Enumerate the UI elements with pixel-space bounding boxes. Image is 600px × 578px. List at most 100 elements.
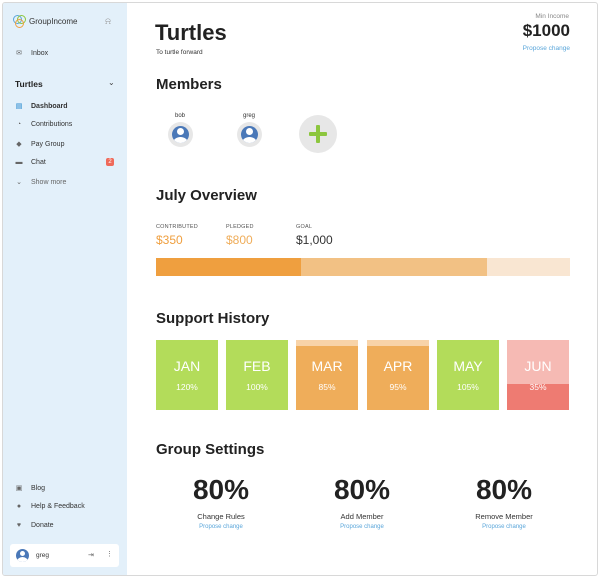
sidebar-item-label: Inbox [31, 49, 49, 57]
history-month-name: APR [383, 358, 413, 374]
sidebar-item-label: Help & Feedback [31, 503, 85, 510]
sidebar-item-label: Pay Group [31, 140, 65, 148]
min-income-propose-link[interactable]: Propose change [522, 45, 570, 52]
contributed-value: $350 [156, 233, 183, 247]
pledged-value: $800 [226, 233, 253, 247]
setting-value: 80% [475, 474, 533, 505]
members-heading: Members [156, 76, 222, 93]
history-month-apr: APR 95% [367, 340, 429, 410]
setting-propose-link[interactable]: Propose change [199, 524, 243, 530]
blog-icon: ▣ [15, 485, 23, 492]
history-month-level [367, 345, 429, 410]
member-greg[interactable]: greg [234, 113, 264, 147]
setting-propose-link[interactable]: Propose change [482, 524, 526, 530]
sidebar-item-inbox[interactable]: ✉ Inbox [15, 49, 49, 58]
goal-stat: GOAL $1,000 [296, 224, 333, 247]
pledged-stat: PLEDGED $800 [226, 224, 254, 247]
settings-heading: Group Settings [156, 441, 265, 458]
chevron-down-icon: ⌄ [16, 179, 22, 186]
sidebar-item-label: Chat [31, 159, 46, 166]
user-card[interactable]: greg ⇥ ⋮ [10, 544, 119, 567]
history-month-level [226, 340, 288, 410]
sidebar-item-pay-group[interactable]: ◆ Pay Group [15, 140, 65, 149]
contributed-label: CONTRIBUTED [156, 224, 198, 230]
history-month-name: JAN [173, 358, 201, 374]
setting-name: Change Rules [197, 512, 245, 521]
member-bob[interactable]: bob [165, 113, 195, 147]
heart-icon: ♥ [16, 522, 22, 529]
chart-pie-icon: ◔ [16, 121, 22, 128]
history-month-level [507, 384, 569, 410]
history-heading: Support History [156, 310, 270, 327]
history-month-level [437, 340, 499, 410]
sidebar-item-label: Contributions [31, 121, 73, 128]
goal-label: GOAL [296, 224, 313, 230]
avatar [167, 122, 193, 147]
history-month-name: JUN [524, 358, 552, 374]
history-month-feb: FEB 100% [226, 340, 288, 410]
setting-name: Add Member [340, 512, 384, 521]
add-member-button[interactable] [299, 115, 337, 153]
min-income-value: $1000 [522, 21, 570, 40]
contributed-stat: CONTRIBUTED $350 [156, 224, 198, 247]
sidebar-item-dashboard[interactable]: ▤ Dashboard [15, 102, 68, 111]
goal-value: $1,000 [296, 233, 333, 247]
history-month-may: MAY 105% [437, 340, 499, 410]
sidebar-item-blog[interactable]: ▣ Blog [15, 484, 46, 493]
setting-change-rules: 80% Change Rules Propose change [176, 474, 266, 531]
sidebar-item-contributions[interactable]: ◔ Contributions [15, 121, 72, 128]
history-month-name: FEB [243, 358, 271, 374]
history-month-name: MAY [453, 358, 483, 374]
history-month-name: MAR [311, 358, 343, 374]
help-icon: ● [16, 503, 22, 510]
setting-name: Remove Member [475, 512, 533, 521]
sidebar-item-label: Donate [31, 522, 54, 529]
history-month-percent: 105% [457, 382, 479, 392]
sidebar-item-label: Blog [31, 484, 46, 492]
dashboard-icon: ▤ [15, 103, 23, 110]
history-month-percent: 100% [246, 382, 268, 392]
sidebar-item-help[interactable]: ● Help & Feedback [15, 503, 85, 510]
sidebar: GroupIncome ⍾ ✉ Inbox Turtles ⌄ ▤ Dashbo… [3, 3, 127, 575]
sidebar-item-label: Dashboard [31, 102, 68, 110]
setting-value: 80% [333, 474, 391, 505]
logo-icon [13, 15, 26, 28]
pledged-label: PLEDGED [226, 224, 254, 230]
setting-remove-member: 80% Remove Member Propose change [459, 474, 549, 531]
sidebar-show-more[interactable]: ⌄ Show more [15, 178, 67, 187]
logo-text: GroupIncome [29, 16, 78, 26]
page-title: Turtles [155, 20, 227, 45]
min-income-label: Min Income [535, 13, 569, 20]
overview-heading: July Overview [156, 187, 257, 204]
overview-progress-bar [156, 258, 570, 276]
logo[interactable]: GroupIncome [13, 15, 78, 28]
contributed-fill [156, 258, 301, 276]
setting-propose-link[interactable]: Propose change [340, 524, 384, 530]
mail-icon: ✉ [16, 50, 22, 57]
member-name: bob [174, 113, 185, 119]
setting-value: 80% [192, 474, 250, 505]
chat-unread-badge: 2 [106, 158, 114, 166]
chat-icon: ▬ [15, 159, 23, 166]
history-month-mar: MAR 85% [296, 340, 358, 410]
history-month-jan: JAN 120% [156, 340, 218, 410]
sidebar-item-chat[interactable]: ▬ Chat [15, 159, 46, 166]
sidebar-item-label: Show more [31, 178, 67, 186]
group-name[interactable]: Turtles [15, 79, 43, 89]
sidebar-item-donate[interactable]: ♥ Donate [15, 522, 54, 529]
logout-icon[interactable]: ⇥ [88, 552, 94, 559]
history-month-percent: 85% [318, 382, 336, 392]
page-subtitle: To turtle forward [156, 49, 203, 56]
more-options-icon[interactable]: ⋮ [106, 551, 113, 558]
setting-add-member: 80% Add Member Propose change [317, 474, 407, 531]
history-month-percent: 35% [529, 382, 547, 392]
bell-icon[interactable]: ⍾ [105, 16, 111, 26]
history-month-level [156, 340, 218, 410]
tag-icon: ◆ [16, 141, 22, 148]
avatar [16, 549, 29, 562]
history-month-level [296, 345, 358, 410]
member-name: greg [242, 113, 255, 119]
history-month-jun: JUN 35% [507, 340, 569, 410]
history-month-percent: 95% [389, 382, 407, 392]
chevron-down-icon[interactable]: ⌄ [108, 78, 115, 87]
